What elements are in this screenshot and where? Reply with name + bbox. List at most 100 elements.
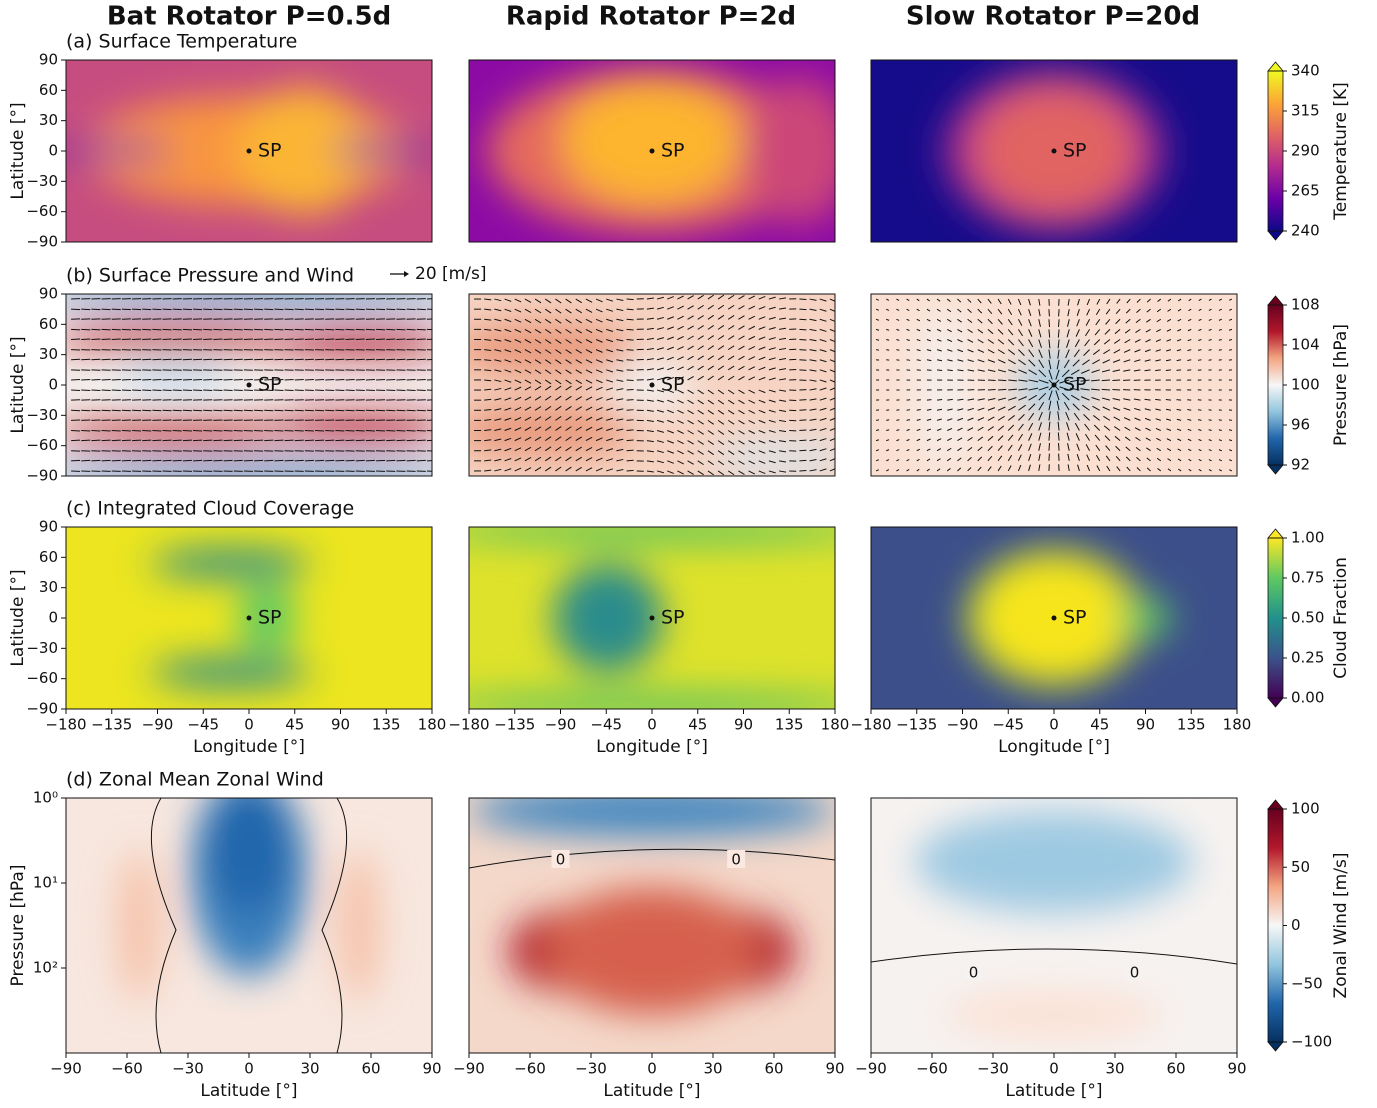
x-tick-label: 90 — [1136, 716, 1155, 734]
x-tick-label: 45 — [285, 716, 304, 734]
wind-vector — [1176, 408, 1182, 411]
heatmap-field — [966, 548, 1172, 688]
wind-vector — [667, 430, 674, 434]
wind-vector — [484, 308, 492, 311]
wind-vector — [524, 436, 532, 442]
wind-vector — [947, 398, 953, 401]
wind-vector — [738, 440, 745, 445]
x-tick-label: 0 — [244, 716, 254, 734]
wind-vector — [1198, 429, 1202, 431]
wind-vector — [967, 407, 974, 411]
wind-vector — [606, 308, 614, 312]
x-axis-label: Latitude [°] — [603, 1081, 700, 1101]
panel-frame — [870, 293, 1238, 477]
wind-vector — [514, 417, 522, 421]
wind-vector — [707, 294, 714, 300]
panel-title: (a) Surface Temperature — [66, 31, 297, 53]
wind-vector — [967, 427, 974, 431]
wind-vector — [504, 379, 512, 383]
wind-vector — [687, 376, 694, 381]
wind-vector — [524, 369, 532, 374]
wind-vector — [1125, 446, 1131, 452]
wind-vector — [667, 389, 674, 394]
x-tick-label: 135 — [775, 716, 804, 734]
colorbar-extend — [1267, 230, 1284, 241]
wind-vector — [544, 308, 552, 314]
field-blob — [66, 463, 432, 476]
wind-vector — [778, 307, 787, 310]
wind-vector — [646, 358, 654, 361]
wind-vector — [778, 317, 787, 320]
wind-vector — [1146, 467, 1151, 472]
x-tick-label: −60 — [916, 1060, 948, 1078]
wind-vector — [1028, 394, 1038, 401]
x-tick-label: 0 — [1049, 716, 1059, 734]
wind-vector — [1136, 467, 1141, 472]
wind-vector — [727, 399, 735, 405]
wind-vector — [738, 399, 745, 405]
wind-vector — [484, 369, 492, 372]
wind-vector — [1018, 369, 1027, 374]
wind-vector — [896, 449, 900, 452]
wind-vector — [1076, 319, 1080, 327]
wind-vector — [768, 296, 776, 300]
wind-vector — [1105, 455, 1111, 462]
wind-vector — [646, 409, 654, 412]
wind-vector — [565, 416, 572, 421]
wind-vector — [1017, 319, 1023, 326]
wind-vector — [967, 308, 972, 314]
x-tick-label: −30 — [172, 1060, 204, 1078]
wind-vector — [575, 406, 582, 411]
wind-vector — [646, 389, 654, 392]
wind-vector — [717, 335, 725, 340]
subsolar-point — [246, 615, 252, 621]
wind-vector — [1218, 328, 1222, 331]
wind-vector — [819, 397, 827, 401]
wind-vector — [595, 328, 603, 333]
wind-vector — [946, 318, 952, 323]
wind-vector — [717, 345, 725, 351]
wind-vector — [1198, 318, 1202, 321]
wind-vector — [667, 326, 674, 330]
wind-vector — [916, 418, 921, 421]
x-tick-label: −90 — [142, 716, 174, 734]
x-tick-label: −90 — [855, 1060, 887, 1078]
wind-vector — [819, 339, 827, 343]
wind-vector — [1155, 349, 1161, 352]
wind-vector — [1028, 422, 1034, 431]
panel-frame — [468, 59, 836, 243]
field-blob — [553, 563, 663, 673]
field-blob — [238, 581, 297, 655]
wind-vector — [534, 446, 542, 452]
wind-vector — [778, 450, 787, 453]
wind-vector — [768, 337, 776, 340]
wind-vector — [656, 327, 664, 330]
wind-vector — [1074, 422, 1080, 431]
wind-vector — [707, 399, 714, 405]
wind-vector — [1018, 349, 1025, 356]
wind-vector — [1028, 349, 1035, 358]
wind-vector — [997, 415, 1005, 421]
wind-vector — [1007, 454, 1013, 462]
wind-vector — [1085, 329, 1091, 337]
wind-vector — [758, 366, 766, 371]
wind-vector — [819, 308, 827, 312]
wind-vector — [778, 470, 787, 473]
wind-vector — [504, 359, 512, 363]
wind-vector — [1218, 318, 1222, 321]
wind-vector — [677, 419, 684, 424]
y-tick-label: 0 — [48, 609, 58, 627]
wind-vector — [697, 375, 704, 381]
wind-vector — [606, 298, 614, 302]
wind-vector — [1076, 443, 1080, 451]
wind-vector — [1166, 328, 1172, 332]
wind-vector — [768, 357, 776, 361]
wind-vector — [1228, 349, 1233, 351]
wind-vector — [1038, 339, 1042, 348]
wind-vector — [936, 408, 943, 411]
wind-vector — [1048, 400, 1052, 411]
wind-vector — [534, 308, 542, 314]
wind-vector — [606, 397, 614, 401]
wind-vector — [616, 359, 624, 362]
